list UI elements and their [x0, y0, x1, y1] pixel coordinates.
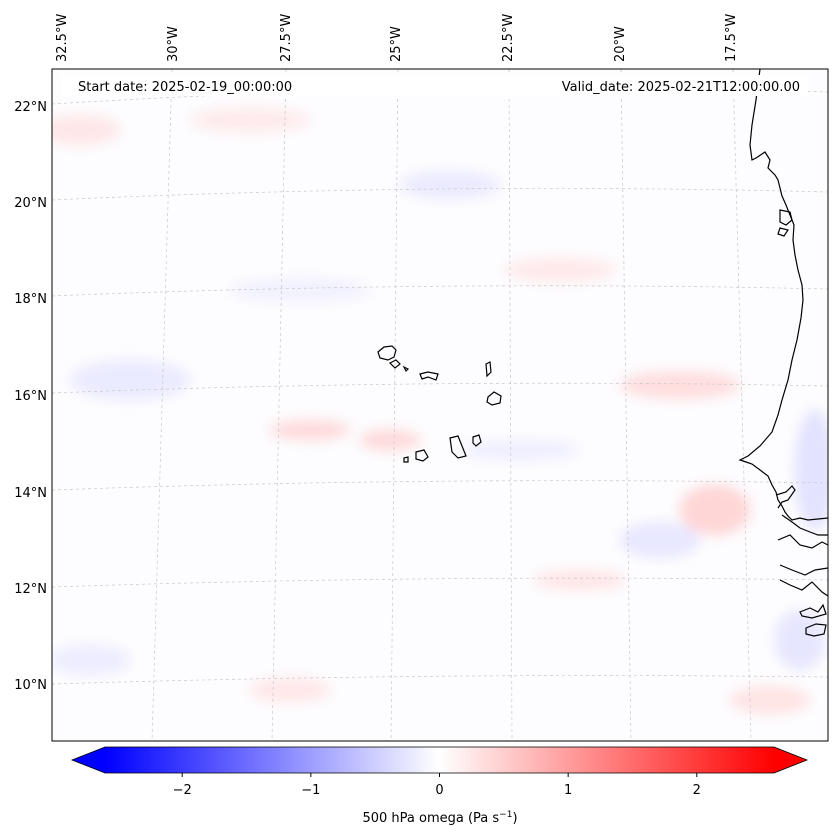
omega-negative-region: [795, 410, 828, 530]
island-santiago: [449, 435, 467, 459]
colorbar: −2 −1 0 1 2 500 hPa omega (Pa s−1): [70, 746, 809, 826]
lon-tick-label: 32.5°W: [55, 14, 70, 62]
omega-negative-region: [620, 522, 700, 558]
coastline-segment: [799, 603, 827, 619]
lon-tick-label: 17.5°W: [724, 14, 739, 62]
lat-tick-label: 14°N: [14, 486, 47, 501]
lat-tick-label: 22°N: [14, 100, 47, 115]
lat-tick-label: 20°N: [14, 196, 47, 211]
omega-positive-region: [270, 420, 350, 440]
gridline-lat: [52, 577, 828, 588]
island-santo-antao: [377, 345, 397, 361]
omega-field: [52, 108, 828, 714]
gridline-lat: [52, 382, 828, 394]
gridline-lon: [390, 69, 399, 741]
colorbar-max-extend: [774, 747, 807, 773]
omega-positive-region: [360, 430, 420, 450]
lon-tick-label: 30°W: [166, 26, 181, 62]
gridline-lon: [508, 69, 513, 741]
colorbar-gradient: [105, 747, 774, 773]
colorbar-label: 500 hPa omega (Pa s−1): [362, 810, 517, 826]
cape-verde-islands: [377, 345, 502, 463]
gridline-lat: [52, 480, 828, 491]
colorbar-tick-label: −1: [301, 783, 320, 798]
map-frame: [51, 68, 829, 742]
omega-negative-region: [70, 360, 190, 400]
island-maio: [472, 434, 482, 447]
island-boa-vista: [486, 391, 502, 406]
omega-positive-region: [190, 108, 310, 132]
coastline-segment: [779, 209, 793, 226]
colorbar-ticks: −2 −1 0 1 2: [173, 773, 701, 798]
lon-tick-label: 27.5°W: [279, 14, 294, 62]
coastline-segment: [777, 534, 828, 549]
island-santa-luzia: [402, 365, 410, 373]
lat-tick-label: 12°N: [14, 582, 47, 597]
lon-tick-label: 25°W: [389, 26, 404, 62]
valid-date-label: Valid_date: 2025-02-21T12:00:00.00: [562, 80, 800, 95]
colorbar-tick-label: 1: [564, 783, 572, 798]
gridlines: [52, 69, 828, 741]
start-date-label: Start date: 2025-02-19_00:00:00: [78, 80, 292, 95]
gridline-lat: [52, 675, 828, 685]
omega-positive-region: [680, 485, 750, 535]
gridline-lon: [732, 69, 752, 741]
omega-negative-region: [230, 278, 370, 302]
colorbar-outline: [70, 746, 809, 774]
colorbar-tick-label: −2: [173, 783, 192, 798]
gridline-lat: [52, 285, 828, 297]
gridline-lat: [52, 188, 828, 201]
lon-tick-label: 22.5°W: [501, 14, 516, 62]
coastlines: [738, 69, 828, 637]
colorbar-tick-label: 0: [435, 783, 443, 798]
coastline-segment: [805, 623, 827, 637]
omega-negative-region: [52, 645, 130, 675]
map-background: [52, 69, 828, 741]
colorbar-min-extend: [72, 747, 105, 773]
omega-negative-region: [400, 171, 500, 199]
longitude-labels: 32.5°W 30°W 27.5°W 25°W 22.5°W 20°W 17.5…: [55, 14, 739, 62]
gridline-lon: [271, 69, 287, 741]
island-sal: [485, 361, 492, 378]
colorbar-tick-label: 2: [693, 783, 701, 798]
omega-negative-region: [775, 610, 825, 670]
gridline-lon: [151, 69, 173, 741]
omega-positive-region: [505, 258, 615, 282]
date-label-background: [62, 75, 808, 96]
island-fogo: [415, 449, 429, 462]
coastline-segment: [779, 564, 828, 576]
omega-negative-region: [460, 440, 580, 460]
island-sao-vicente: [388, 359, 401, 369]
lat-tick-label: 18°N: [14, 292, 47, 307]
coastline-segment: [781, 514, 828, 536]
island-sao-nicolau: [419, 371, 439, 381]
coastline-segment: [775, 485, 796, 509]
omega-positive-region: [250, 678, 330, 702]
omega-positive-region: [730, 686, 810, 714]
coastline-segment: [777, 227, 789, 237]
omega-positive-region: [535, 570, 625, 590]
gridline-lon: [620, 69, 632, 741]
omega-positive-region: [620, 371, 740, 399]
coastline-segment: [779, 579, 828, 597]
lat-tick-label: 10°N: [14, 678, 47, 693]
latitude-labels: 22°N 20°N 18°N 16°N 14°N 12°N 10°N: [14, 100, 47, 693]
island-brava: [403, 456, 409, 463]
omega-positive-region: [52, 115, 120, 145]
lon-tick-label: 20°W: [613, 26, 628, 62]
lat-tick-label: 16°N: [14, 389, 47, 404]
